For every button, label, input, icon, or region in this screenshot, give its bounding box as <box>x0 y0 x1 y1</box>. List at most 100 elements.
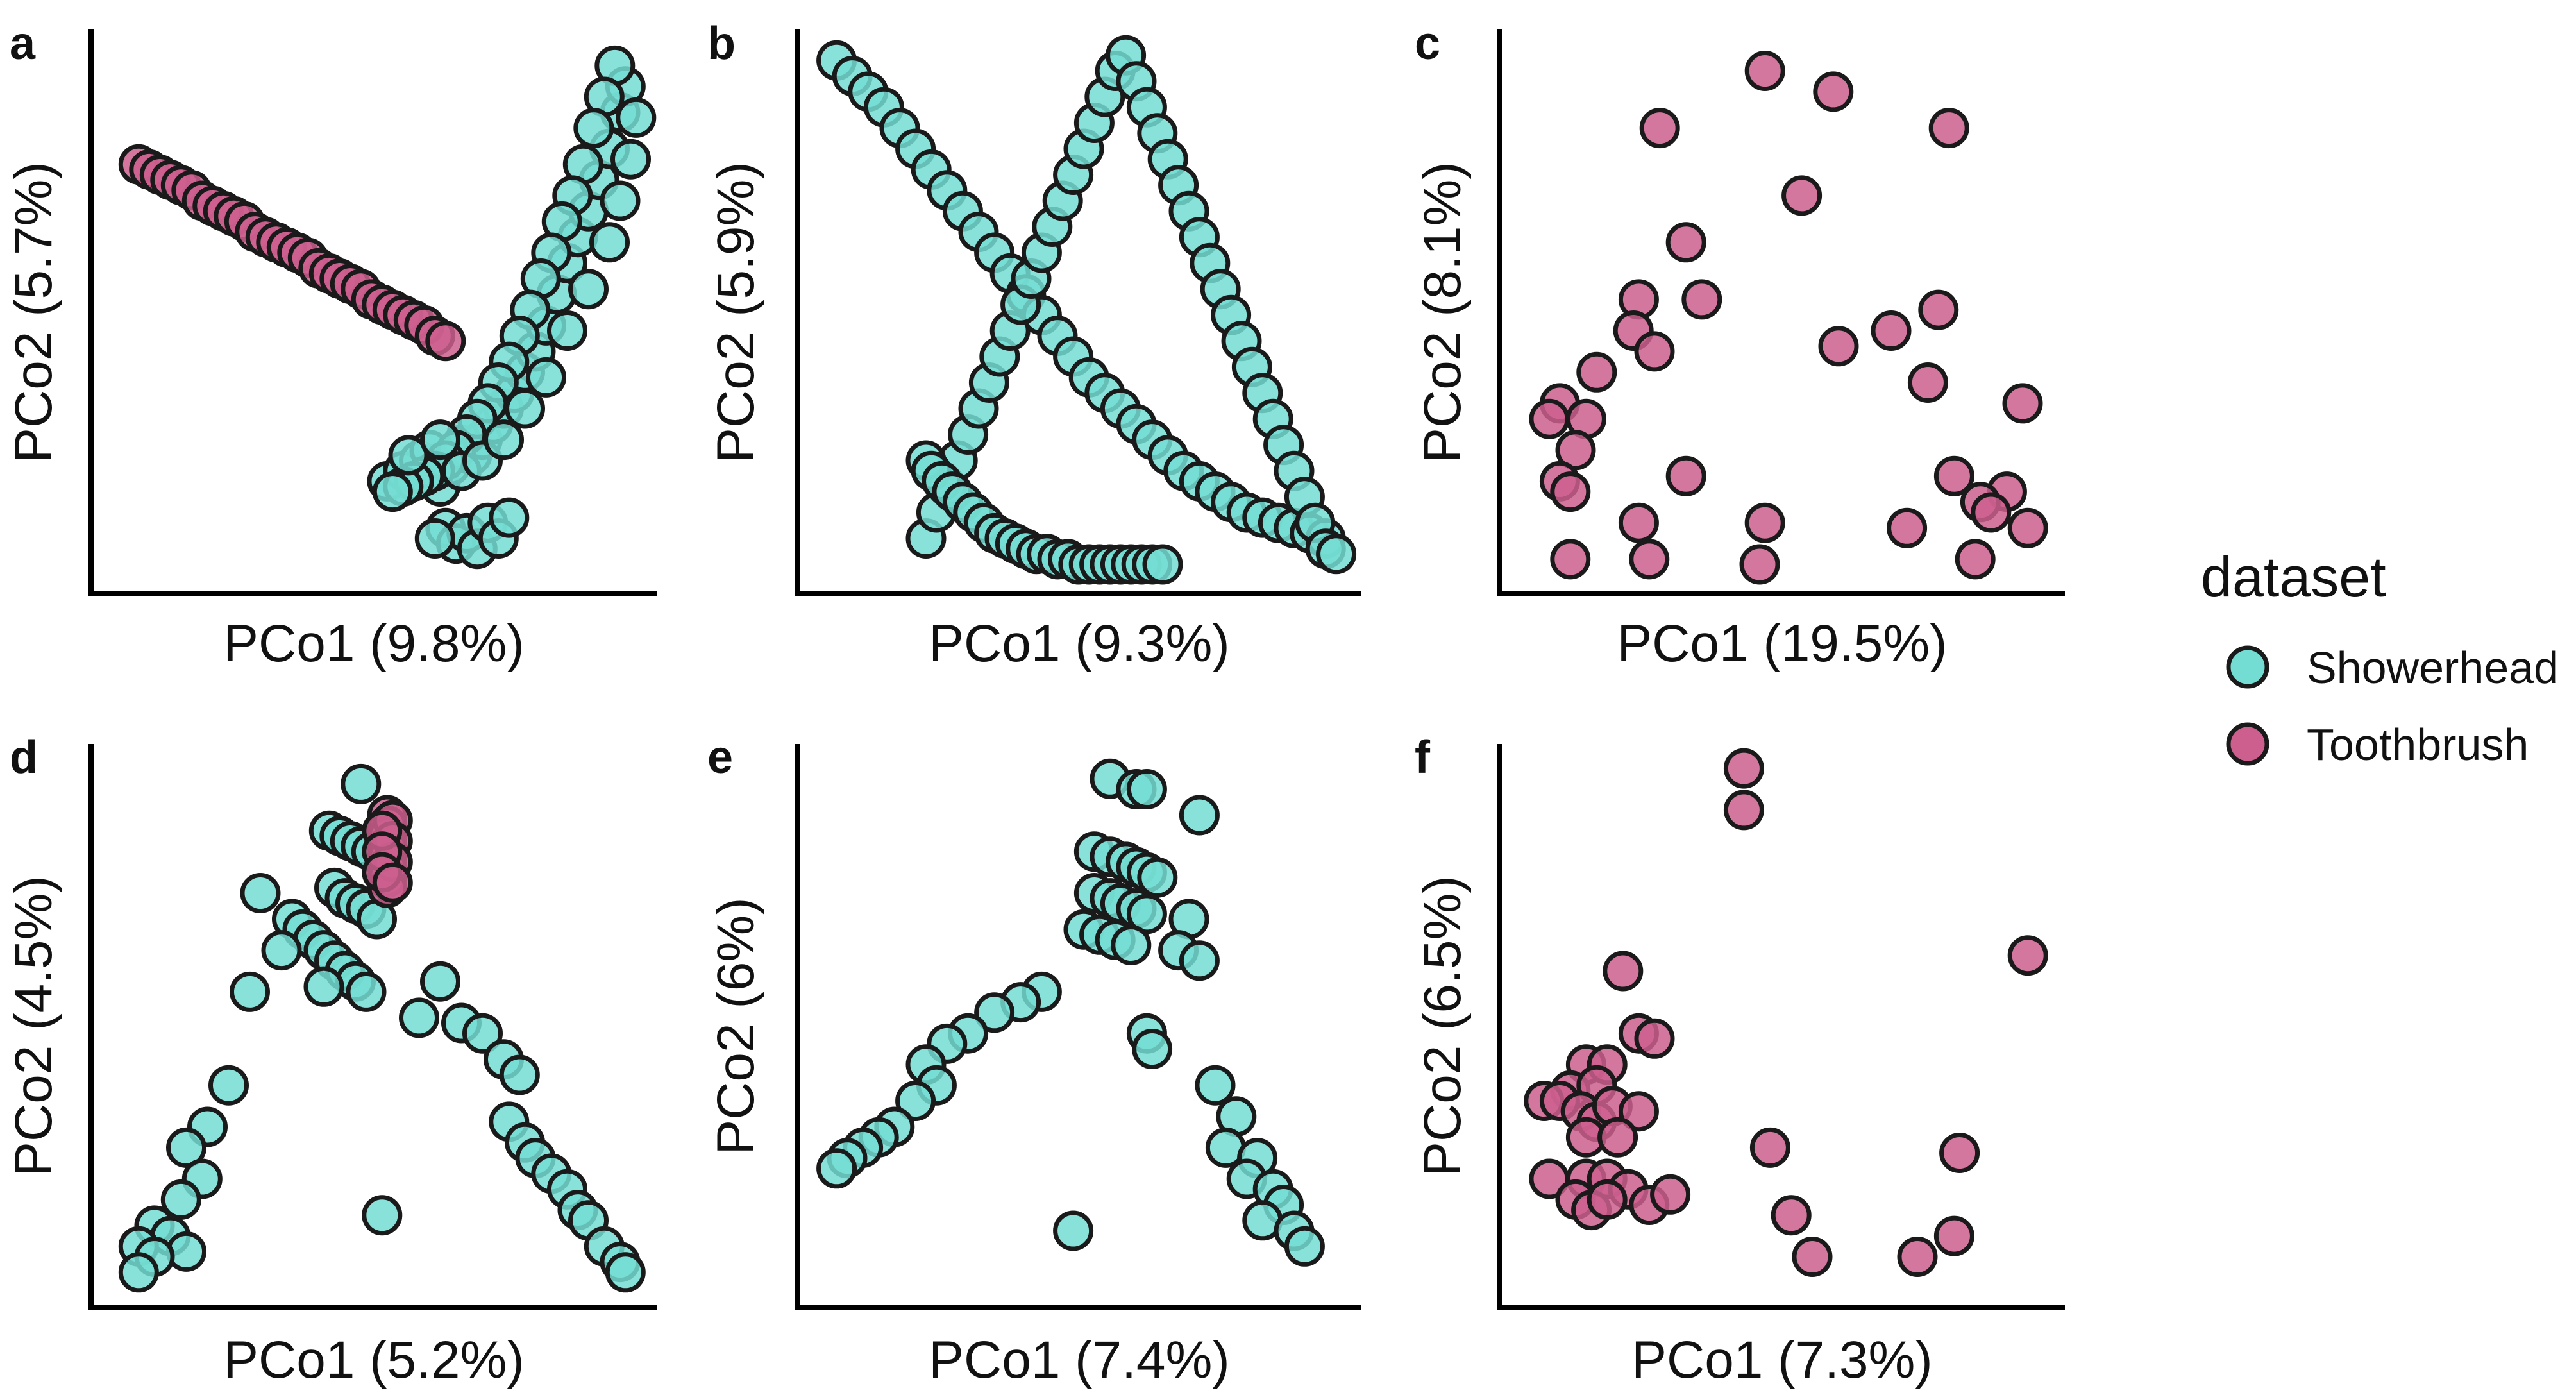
point-e-showerhead-9 <box>1137 857 1178 898</box>
panel-b: b PCo1 (9.3%) PCo2 (5.9%) <box>707 18 1361 673</box>
panel-f-letter: f <box>1415 732 1431 783</box>
point-e-showerhead-46 <box>1284 1226 1325 1267</box>
point-d-showerhead-26 <box>462 1013 503 1054</box>
point-c-toothbrush-17 <box>1529 398 1570 439</box>
point-c-toothbrush-3 <box>1639 108 1680 149</box>
point-c-toothbrush-27 <box>1618 502 1659 543</box>
panel-a: a PCo1 (9.8%) PCo2 (5.7%) <box>4 18 657 673</box>
point-e-showerhead-19 <box>1111 925 1152 965</box>
point-f-toothbrush-1 <box>1723 790 1764 831</box>
point-c-toothbrush-31 <box>1550 539 1591 580</box>
legend-swatch-toothbrush <box>2226 722 2269 766</box>
point-c-toothbrush-12 <box>1818 326 1859 367</box>
panel-e-letter: e <box>707 732 733 783</box>
point-e-showerhead-37 <box>1195 1065 1236 1106</box>
point-a-showerhead-49 <box>484 419 524 461</box>
point-e-showerhead-14 <box>1126 893 1167 934</box>
panel-a-axes <box>88 29 657 596</box>
legend-title: dataset <box>2201 545 2386 609</box>
point-c-toothbrush-5 <box>1665 222 1706 263</box>
point-c-toothbrush-34 <box>1739 544 1780 585</box>
panel-d-points <box>118 763 646 1293</box>
point-f-toothbrush-5 <box>1634 1018 1675 1059</box>
point-e-showerhead-47 <box>1053 1210 1094 1251</box>
panel-e-xlabel: PCo1 (7.4%) <box>929 1331 1229 1389</box>
panel-b-axes <box>795 29 1361 596</box>
point-d-showerhead-22 <box>303 966 344 1007</box>
point-c-toothbrush-16 <box>2002 383 2043 424</box>
point-a-showerhead-63 <box>414 518 455 559</box>
panel-d-xlabel: PCo1 (5.2%) <box>223 1331 524 1389</box>
panel-b-points <box>816 35 1357 585</box>
point-a-showerhead-57 <box>616 97 657 138</box>
point-a-showerhead-53 <box>568 269 609 310</box>
legend-swatch-showerhead <box>2226 645 2269 689</box>
point-a-showerhead-44 <box>372 471 413 512</box>
panel-a-xlabel: PCo1 (9.8%) <box>223 614 524 673</box>
point-d-showerhead-33 <box>160 1179 201 1220</box>
point-c-toothbrush-32 <box>1629 539 1670 580</box>
panel-d-ylabel: PCo2 (4.5%) <box>4 875 63 1176</box>
panel-b-letter: b <box>707 18 736 69</box>
point-d-showerhead-28 <box>499 1054 540 1095</box>
point-c-toothbrush-2 <box>1928 108 1969 149</box>
point-e-showerhead-34 <box>816 1148 857 1189</box>
point-c-toothbrush-13 <box>1576 351 1617 393</box>
point-d-toothbrush-14 <box>372 862 413 903</box>
panel-d-axes <box>88 744 657 1310</box>
point-f-toothbrush-15 <box>1618 1091 1659 1132</box>
point-f-toothbrush-31 <box>1792 1237 1833 1277</box>
panel-d: d PCo1 (5.2%) PCo2 (4.5%) <box>4 732 657 1389</box>
point-d-showerhead-20 <box>261 930 302 971</box>
point-d-showerhead-23 <box>420 961 460 1002</box>
point-f-toothbrush-30 <box>1933 1215 1974 1256</box>
point-b-showerhead-95 <box>1142 544 1183 585</box>
point-c-toothbrush-11 <box>1634 331 1675 372</box>
panel-f-xlabel: PCo1 (7.3%) <box>1631 1331 1932 1389</box>
point-f-toothbrush-3 <box>1603 951 1644 992</box>
panel-c-axes <box>1497 29 2065 596</box>
point-c-toothbrush-19 <box>1555 430 1596 471</box>
point-c-toothbrush-7 <box>1681 279 1722 320</box>
point-a-showerhead-56 <box>610 139 651 180</box>
point-f-toothbrush-0 <box>1723 748 1764 789</box>
point-e-showerhead-21 <box>1179 940 1220 981</box>
point-c-toothbrush-21 <box>1665 455 1706 496</box>
panel-c: c PCo1 (19.5%) PCo2 (8.1%) <box>1413 18 2065 673</box>
point-a-toothbrush-29 <box>425 321 466 362</box>
point-c-toothbrush-10 <box>1871 310 1912 351</box>
panel-f: f PCo1 (7.3%) PCo2 (6.5%) <box>1413 732 2065 1389</box>
point-a-showerhead-50 <box>505 388 545 429</box>
point-d-showerhead-31 <box>166 1127 206 1168</box>
legend-label-showerhead: Showerhead <box>2307 643 2559 693</box>
point-c-toothbrush-0 <box>1744 51 1785 91</box>
point-d-showerhead-0 <box>341 763 382 804</box>
point-e-showerhead-29 <box>895 1081 936 1121</box>
point-e-showerhead-36 <box>1132 1029 1173 1069</box>
point-c-toothbrush-29 <box>1887 507 1928 548</box>
point-f-toothbrush-18 <box>1749 1127 1790 1168</box>
panel-a-ylabel: PCo2 (5.7%) <box>4 162 63 462</box>
point-f-toothbrush-19 <box>1939 1133 1980 1173</box>
point-e-showerhead-24 <box>974 992 1015 1033</box>
point-d-showerhead-50 <box>605 1252 646 1293</box>
point-f-toothbrush-2 <box>2007 935 2048 976</box>
point-f-toothbrush-25 <box>1650 1174 1691 1215</box>
point-a-showerhead-52 <box>547 310 587 351</box>
panel-b-xlabel: PCo1 (9.3%) <box>929 614 1229 673</box>
point-a-showerhead-46 <box>420 419 460 461</box>
point-c-toothbrush-20 <box>1933 455 1974 496</box>
panel-d-letter: d <box>10 732 38 783</box>
point-d-showerhead-24 <box>399 997 439 1038</box>
point-d-showerhead-6 <box>240 873 281 913</box>
panel-c-xlabel: PCo1 (19.5%) <box>1617 614 1947 673</box>
panel-c-ylabel: PCo2 (8.1%) <box>1413 162 1472 462</box>
point-d-showerhead-19 <box>346 971 387 1012</box>
legend: dataset Showerhead Toothbrush <box>2201 545 2559 770</box>
point-c-toothbrush-28 <box>1744 502 1785 543</box>
point-e-showerhead-3 <box>1179 795 1220 836</box>
point-f-toothbrush-17 <box>1597 1117 1638 1158</box>
point-a-showerhead-51 <box>526 357 566 398</box>
point-a-showerhead-45 <box>388 435 429 476</box>
